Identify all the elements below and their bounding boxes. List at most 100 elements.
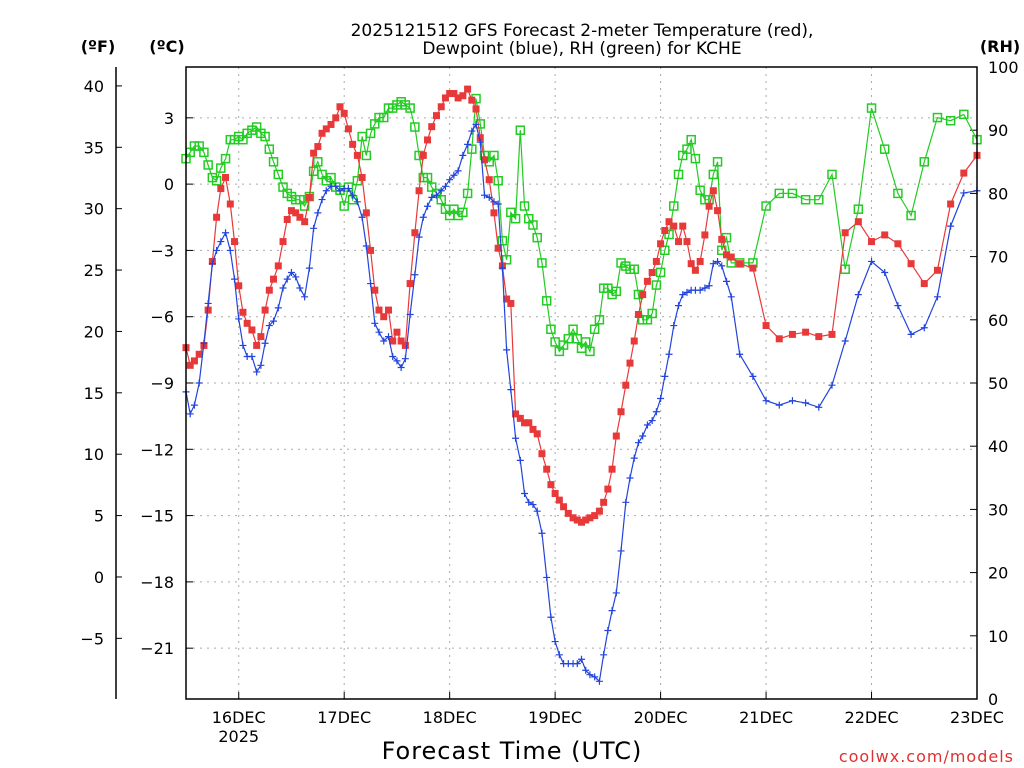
series-layer (181, 85, 982, 685)
fahrenheit-axis: 40 35 30 25 20 15 10 5 0 −5 (80, 67, 122, 699)
celsius-unit-label: (ºC) (149, 37, 184, 56)
celsius-tick-label: −18 (140, 573, 174, 592)
rh-tick-label: 80 (988, 184, 1008, 203)
celsius-tick-label: −12 (140, 440, 174, 459)
rh-point (761, 201, 771, 211)
temperature-series (182, 85, 981, 526)
x-tick-label: 18DEC (423, 708, 477, 727)
credit-text: coolwx.com/models (839, 747, 1014, 766)
rh-point (361, 150, 372, 161)
rh-tick-label: 30 (988, 500, 1008, 519)
rh-tick-label: 90 (988, 121, 1008, 140)
rh-point (906, 210, 916, 221)
rh-point (919, 157, 930, 167)
x-tick-label: 19DEC (528, 708, 582, 727)
rh-tick-label: 60 (988, 311, 1008, 330)
rh-point (655, 267, 666, 278)
x-tick-label: 21DEC (739, 708, 793, 727)
rh-point (879, 144, 890, 154)
celsius-tick-label: −6 (150, 308, 174, 327)
rh-unit-label: (RH) (980, 37, 1020, 56)
rh-tick-label: 10 (988, 627, 1008, 646)
plot-frame (185, 66, 978, 700)
x-axis-title: Forecast Time (UTC) (382, 737, 643, 765)
rh-point (664, 229, 674, 240)
rh-point (264, 144, 275, 154)
rh-point (611, 286, 622, 297)
rh-point (682, 144, 692, 154)
rh-point (647, 308, 657, 319)
rh-tick-label: 0 (988, 690, 998, 709)
rh-point (211, 176, 222, 186)
fahrenheit-unit-label: (ºF) (81, 37, 116, 56)
dewpoint-line (185, 122, 978, 683)
rh-point (273, 169, 284, 180)
gridlines (186, 67, 978, 699)
chart-title-line-2: Dewpoint (blue), RH (green) for KCHE (422, 39, 741, 59)
rh-point (945, 115, 956, 126)
rh-point (339, 201, 349, 211)
rh-tick-label: 40 (988, 437, 1008, 456)
fahrenheit-tick-label: 10 (84, 445, 104, 464)
celsius-axis: 3 0 −3 −6 −9 −12 −15 −18 −21 (140, 109, 193, 658)
celsius-tick-label: 0 (164, 175, 174, 194)
rh-tick-label: 50 (988, 374, 1008, 393)
celsius-tick-label: −9 (150, 374, 174, 393)
rh-point (203, 160, 213, 170)
rh-point (546, 324, 556, 335)
fahrenheit-tick-label: 15 (84, 384, 104, 403)
rh-point (260, 131, 270, 142)
temperature-line (185, 87, 978, 523)
rh-point (220, 153, 231, 164)
fahrenheit-tick-label: −5 (80, 629, 104, 648)
rh-tick-label: 70 (988, 248, 1008, 267)
rh-point (568, 324, 578, 335)
rh-point (268, 157, 279, 167)
rh-tick-label: 20 (988, 564, 1008, 583)
celsius-tick-label: 3 (164, 109, 174, 128)
rh-point (673, 169, 684, 180)
chart-title-line-1: 2025121512 GFS Forecast 2-meter Temperat… (351, 21, 814, 41)
rh-point (458, 207, 468, 218)
rh-axis: 0 10 20 30 40 50 60 70 80 90 100 (970, 58, 1019, 709)
rh-tick-label: 100 (988, 58, 1019, 77)
rh-point (528, 220, 538, 230)
fahrenheit-tick-label: 5 (94, 507, 104, 526)
fahrenheit-tick-label: 20 (84, 322, 104, 341)
rh-point (365, 128, 376, 139)
rh-point (489, 150, 499, 161)
rh-point (959, 109, 969, 120)
rh-line (185, 98, 978, 354)
x-tick-sublabel: 2025 (218, 727, 259, 746)
fahrenheit-tick-label: 40 (84, 77, 104, 96)
rh-point (563, 334, 574, 344)
fahrenheit-tick-label: 35 (84, 138, 104, 157)
x-tick-label: 20DEC (634, 708, 688, 727)
rh-point (580, 337, 591, 347)
rh-point (708, 169, 719, 180)
rh-point (932, 112, 943, 123)
celsius-tick-label: −3 (150, 241, 174, 260)
rh-point (695, 185, 705, 195)
celsius-tick-label: −15 (140, 507, 174, 526)
rh-point (313, 157, 323, 167)
rh-point (532, 232, 542, 243)
fahrenheit-tick-label: 0 (94, 568, 104, 587)
rh-point (585, 346, 595, 357)
rh-point (660, 245, 670, 256)
x-tick-label: 23DEC (950, 708, 1004, 727)
rh-point (326, 172, 336, 183)
x-tick-label: 22DEC (845, 708, 899, 727)
fahrenheit-tick-label: 25 (84, 261, 104, 280)
x-tick-label: 16DEC (212, 708, 266, 727)
rh-point (436, 194, 446, 205)
fahrenheit-tick-label: 30 (84, 200, 104, 219)
rh-point (410, 122, 420, 132)
rh-point (405, 103, 415, 113)
rh-point (199, 147, 209, 158)
rh-point (299, 201, 310, 211)
rh-point (686, 134, 696, 145)
rh-point (216, 163, 226, 173)
